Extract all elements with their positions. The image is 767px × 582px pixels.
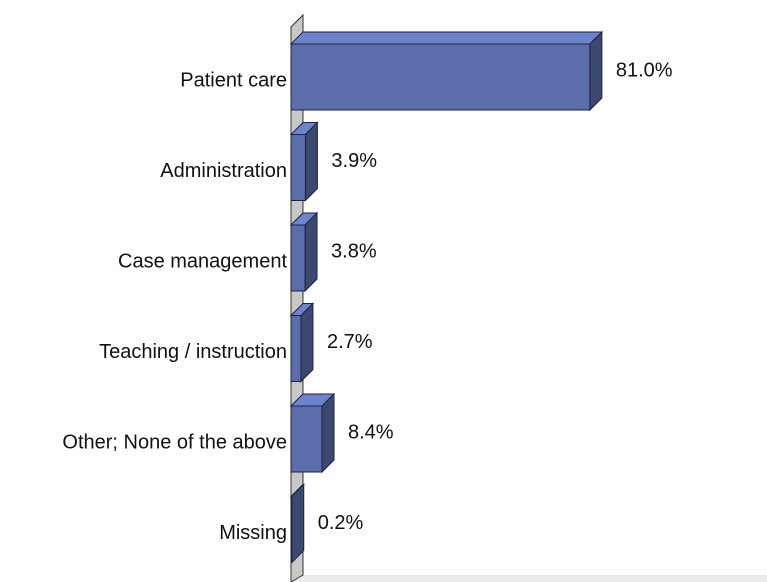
bar-face [290, 224, 306, 292]
category-label: Patient care [180, 69, 287, 91]
category-label: Other; None of the above [62, 431, 287, 453]
value-label: 3.9% [331, 150, 377, 172]
bar-face [321, 392, 335, 474]
value-label: 8.4% [348, 421, 394, 443]
value-label: 2.7% [327, 331, 373, 353]
bar-face [290, 43, 591, 111]
bar [289, 392, 336, 474]
floor [291, 575, 767, 582]
category-label: Missing [219, 522, 287, 544]
bar [289, 30, 604, 112]
bar-face [304, 211, 318, 293]
value-label: 0.2% [318, 512, 364, 534]
bar-face [290, 496, 293, 563]
bar-face [300, 302, 314, 383]
bar-face [589, 30, 603, 112]
category-label: Case management [118, 250, 287, 272]
bar-face [291, 483, 305, 564]
bar-face [290, 405, 323, 473]
value-label: 3.8% [331, 240, 377, 262]
bar [289, 211, 319, 293]
bar-face [289, 31, 604, 45]
bar [289, 302, 315, 383]
bar [289, 483, 305, 564]
bar-face [304, 121, 318, 202]
bar-face [290, 134, 306, 201]
category-label: Teaching / instruction [99, 341, 287, 363]
bar [289, 121, 319, 202]
value-label: 81.0% [616, 59, 673, 81]
bar-face [290, 315, 302, 382]
category-label: Administration [160, 160, 287, 182]
